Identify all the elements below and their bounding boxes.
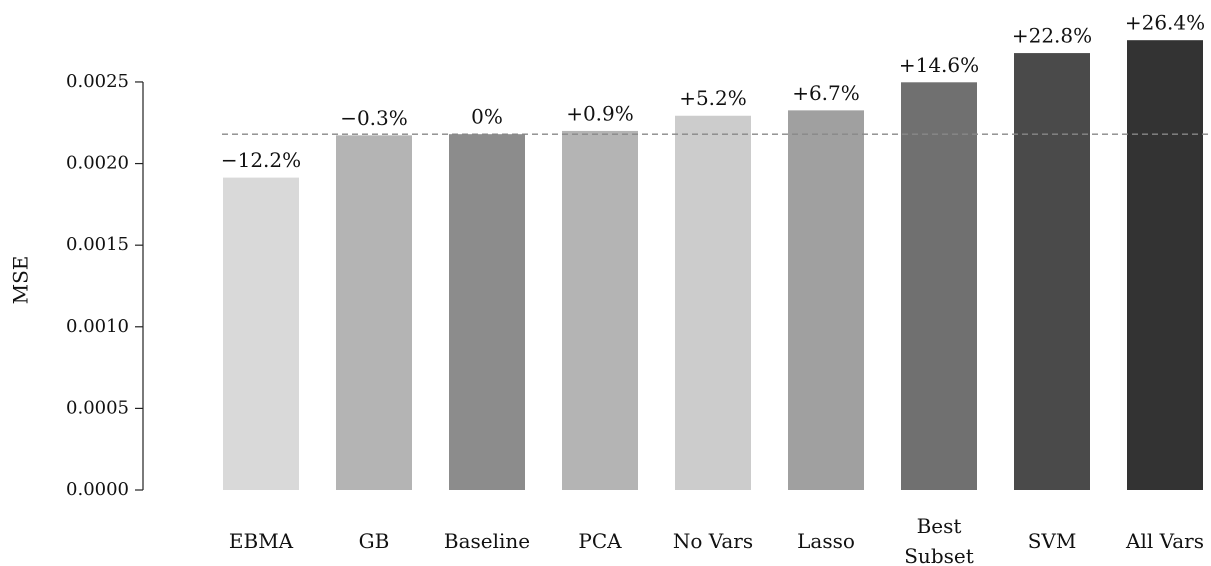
y-tick-label: 0.0025 <box>66 71 129 92</box>
x-tick-label: Lasso <box>797 529 855 553</box>
x-tick-label: Best Subset <box>904 514 974 566</box>
bar-label: +0.9% <box>566 101 634 125</box>
x-tick-label: Baseline <box>444 529 530 553</box>
bar-label: 0% <box>471 105 503 129</box>
bar-label: +5.2% <box>679 86 747 110</box>
x-tick-label: PCA <box>578 529 622 553</box>
bar-label: +22.8% <box>1012 24 1092 48</box>
x-tick-label: All Vars <box>1125 529 1204 553</box>
bar <box>1014 53 1090 491</box>
bar-label: +14.6% <box>899 53 979 77</box>
x-tick-label: No Vars <box>673 529 753 553</box>
x-tick-label: EBMA <box>229 529 294 553</box>
x-tick-label: GB <box>359 529 390 553</box>
y-tick-label: 0.0000 <box>66 479 129 500</box>
y-tick-label: 0.0010 <box>66 316 129 337</box>
y-tick-label: 0.0020 <box>66 153 129 174</box>
bar <box>336 135 412 490</box>
x-tick-label: SVM <box>1028 529 1077 553</box>
bar-label: −0.3% <box>340 106 408 130</box>
bar-label: +26.4% <box>1125 11 1205 35</box>
bar <box>223 177 299 491</box>
y-tick-label: 0.0005 <box>66 397 129 418</box>
y-axis-label: MSE <box>9 256 33 305</box>
bar <box>901 82 977 490</box>
bar <box>562 130 638 490</box>
bar <box>1127 40 1203 490</box>
bar <box>449 134 525 490</box>
bar <box>788 110 864 490</box>
bar-label: +6.7% <box>792 81 860 105</box>
bar-label: −12.2% <box>221 148 301 172</box>
bar <box>675 115 751 491</box>
y-tick-label: 0.0015 <box>66 234 129 255</box>
